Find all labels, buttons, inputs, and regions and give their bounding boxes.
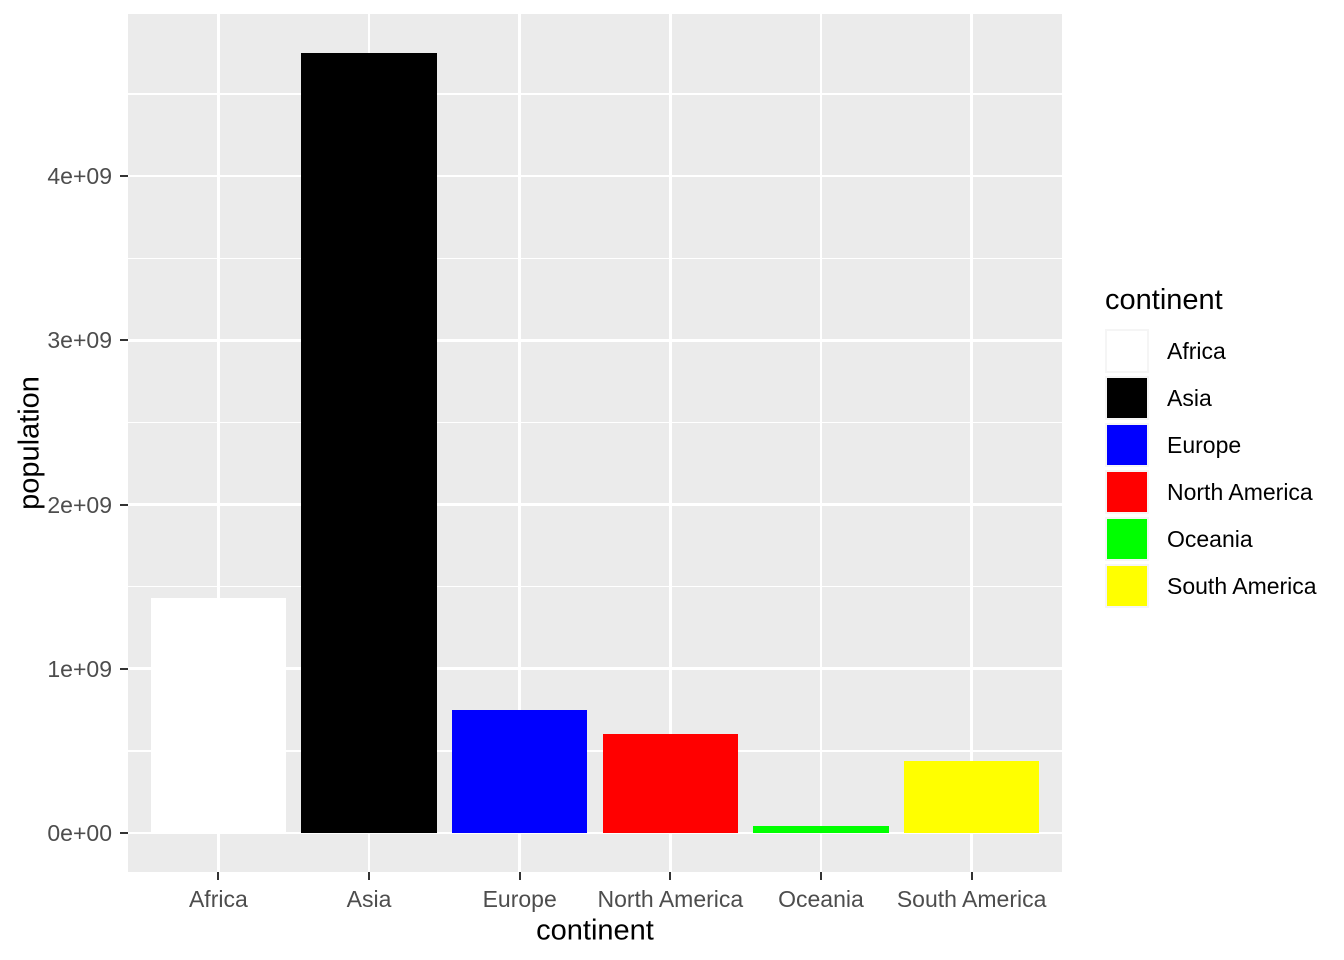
legend-label: Oceania: [1167, 525, 1253, 552]
legend-entry-europe: Europe: [1105, 423, 1317, 467]
legend-entry-africa: Africa: [1105, 329, 1317, 373]
x-tick-label-north-america: North America: [597, 886, 744, 912]
legend-key-europe: [1105, 423, 1149, 467]
gridline-minor: [128, 93, 1062, 95]
x-tick-mark: [368, 872, 371, 880]
legend-swatch-africa: [1107, 331, 1147, 371]
y-tick-label: 1e+09: [47, 655, 112, 682]
gridline-major-vertical: [518, 14, 521, 872]
y-tick-label: 4e+09: [47, 163, 112, 190]
y-tick-mark: [120, 503, 128, 506]
y-tick-mark: [120, 832, 128, 834]
x-tick-mark: [669, 872, 672, 880]
bar-europe: [451, 709, 588, 833]
legend-entry-north-america: North America: [1105, 470, 1317, 514]
legend-entry-oceania: Oceania: [1105, 517, 1317, 561]
legend: continent Africa Asia Europe North America O…: [1105, 284, 1317, 611]
gridline-major-vertical: [217, 14, 220, 872]
gridline-major: [128, 503, 1062, 506]
x-tick-label-europe: Europe: [482, 886, 557, 912]
y-tick-label: 2e+09: [47, 491, 112, 518]
gridline-minor: [128, 421, 1062, 424]
legend-swatch-south-america: [1107, 566, 1147, 606]
y-axis-title: population: [13, 376, 46, 510]
y-tick-mark: [120, 339, 128, 342]
legend-entry-south-america: South America: [1105, 564, 1317, 608]
legend-swatch-europe: [1107, 425, 1147, 465]
x-tick-label-africa: Africa: [188, 886, 248, 912]
gridline-minor: [128, 750, 1062, 752]
legend-label: Africa: [1167, 337, 1226, 364]
x-tick-mark: [819, 872, 822, 880]
x-tick-mark: [970, 872, 973, 880]
legend-title: continent: [1105, 284, 1223, 316]
gridline-major: [128, 667, 1062, 671]
gridline-minor: [128, 586, 1062, 588]
legend-swatch-asia: [1107, 378, 1147, 418]
legend-entry-asia: Asia: [1105, 376, 1317, 420]
legend-key-north-america: [1105, 470, 1149, 514]
x-tick-mark: [518, 872, 521, 880]
bar-north-america: [602, 734, 739, 833]
x-tick-label-asia: Asia: [346, 886, 392, 912]
y-tick-mark: [120, 175, 128, 178]
bar-oceania: [753, 825, 889, 833]
legend-swatch-oceania: [1107, 519, 1147, 559]
legend-key-oceania: [1105, 517, 1149, 561]
bar-asia: [301, 53, 437, 833]
y-tick-label: 3e+09: [47, 327, 112, 354]
legend-label: Asia: [1167, 384, 1212, 411]
gridline-major-vertical: [669, 14, 672, 872]
x-axis-title: continent: [536, 914, 654, 947]
gridline-major-vertical: [819, 14, 823, 872]
legend-label: Europe: [1167, 431, 1242, 458]
x-tick-label-south-america: South America: [896, 886, 1047, 912]
legend-key-africa: [1105, 329, 1149, 373]
y-tick-mark: [120, 667, 128, 670]
legend-swatch-north-america: [1107, 472, 1147, 512]
gridline-major-vertical: [970, 14, 973, 872]
x-tick-mark: [217, 872, 220, 880]
y-tick-label: 0e+00: [47, 820, 112, 846]
gridline-minor: [128, 257, 1062, 259]
bar-south-america: [903, 760, 1040, 833]
plot-panel: [128, 14, 1062, 872]
bar-africa: [150, 598, 287, 833]
legend-key-south-america: [1105, 564, 1149, 608]
legend-label: South America: [1167, 572, 1317, 599]
legend-key-asia: [1105, 376, 1149, 420]
gridline-major: [128, 339, 1062, 342]
legend-label: North America: [1167, 478, 1313, 505]
gridline-major: [128, 174, 1062, 178]
gridline-major: [128, 831, 1062, 835]
legend-entries: Africa Asia Europe North America Oceania Sout…: [1105, 329, 1317, 608]
x-tick-label-oceania: Oceania: [778, 886, 864, 912]
